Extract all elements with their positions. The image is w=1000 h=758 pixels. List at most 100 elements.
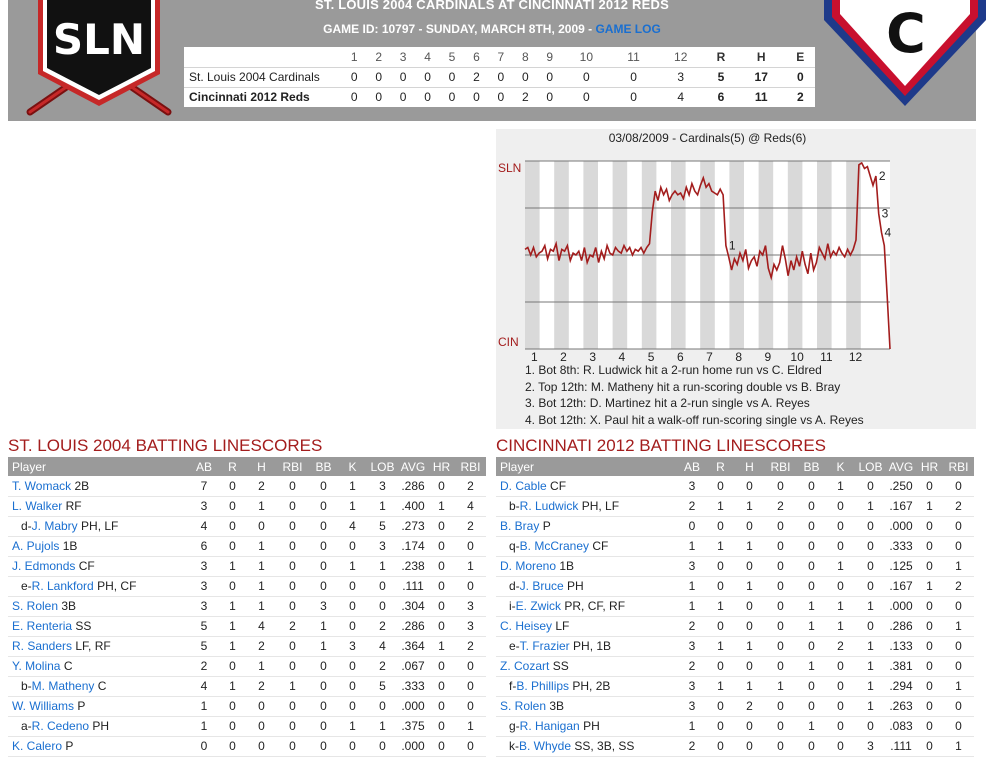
player-name-link[interactable]: R. Hanigan [519,719,580,733]
stat-cell: 1 [379,719,386,733]
player-position: 1B [559,559,575,573]
stat-cell: 1 [777,679,784,693]
player-name-link[interactable]: R. Lankford [31,579,94,593]
player-position: P [65,739,74,753]
stat-cell: 0 [229,519,236,533]
player-cell: B. Bray P [496,516,678,536]
stat-cell: 0 [379,699,386,713]
stat-cell: 2 [955,579,962,593]
player-name-link[interactable]: J. Bruce [519,579,564,593]
stat-cell: 3 [349,639,356,653]
inning-runs: 0 [448,70,456,84]
stat-cell: 2 [467,478,474,493]
stat-cell: .304 [401,599,425,613]
player-name-link[interactable]: M. Matheny [31,679,95,693]
inning-runs: 0 [546,70,554,84]
stat-cell: 2 [837,639,844,653]
stat-cell: 0 [926,659,933,673]
player-name-link[interactable]: J. Mabry [31,519,78,533]
player-name-link[interactable]: K. Calero [12,739,63,753]
batting-row: S. Rolen 3B 3 0 2 0 0 0 1 .263 0 0 [496,696,974,716]
player-name-link[interactable]: S. Rolen [12,599,59,613]
player-name-link[interactable]: T. Womack [12,478,72,493]
stat-cell: 1 [200,699,208,713]
player-position: LF, RF [75,639,111,653]
stat-cell: 0 [867,719,874,733]
stat-cell: 1 [349,478,356,493]
stat-cell: 0 [467,679,474,693]
player-name-link[interactable]: B. Bray [500,519,540,533]
stat-cell: 0 [808,639,815,653]
chart-notes: 1. Bot 8th: R. Ludwick hit a 2-run home … [525,362,864,428]
player-name-link[interactable]: E. Renteria [12,619,73,633]
player-position: CF [550,478,567,493]
stat-cell: 0 [955,659,962,673]
stat-cell: 3 [200,559,208,573]
inning-header: 7 [497,49,505,64]
player-name-link[interactable]: E. Zwick [515,599,562,613]
player-cell: D. Moreno 1B [496,556,678,576]
away-batting-header: Player AB R H RBI BB K LOB AVG HR RBI [8,457,486,476]
inning-runs: 0 [375,70,382,84]
stat-cell: 0 [320,478,327,493]
player-name-link[interactable]: T. Frazier [519,639,570,653]
player-name-link[interactable]: R. Ludwick [519,499,579,513]
player-name-link[interactable]: C. Heisey [500,619,553,633]
player-cell: k-B. Whyde SS, 3B, SS [496,736,678,756]
stat-cell: 1 [688,599,696,613]
stat-cell: 2 [467,639,474,653]
linescore-header-row: 1 2 3 4 5 6 7 8 9 10 11 12 R H E [184,47,815,67]
batting-row: i-E. Zwick PR, CF, RF 1 1 0 0 1 1 1 .000 0 0 [496,596,974,616]
batting-row: K. Calero P 0 0 0 0 0 0 0 .000 0 0 [8,736,486,756]
stat-cell: 0 [438,519,445,533]
batting-header-h: H [735,457,764,476]
stat-cell: 0 [777,519,784,533]
player-cell: Z. Cozart SS [496,656,678,676]
stat-cell: 1 [955,739,962,753]
player-position: 2B [74,478,90,493]
player-name-link[interactable]: B. Phillips [516,679,570,693]
inning-runs: 0 [497,70,505,84]
stat-cell: 4 [349,519,356,533]
stat-cell: 0 [229,499,236,513]
player-name-link[interactable]: B. McCraney [519,539,590,553]
stat-cell: 0 [289,639,296,653]
player-name-link[interactable]: A. Pujols [12,539,60,553]
player-name-link[interactable]: W. Williams [12,699,74,713]
event-marker: 4 [885,225,892,239]
stat-cell: 0 [229,719,236,733]
player-name-link[interactable]: R. Cedeno [31,719,90,733]
player-name-link[interactable]: D. Moreno [500,559,557,573]
stat-cell: 0 [746,659,753,673]
stat-cell: 3 [867,739,874,753]
player-name-link[interactable]: Z. Cozart [500,659,550,673]
player-position: SS [75,619,92,633]
stat-cell: 3 [688,699,696,713]
player-name-link[interactable]: B. Whyde [519,739,572,753]
stat-cell: 1 [258,539,265,553]
stat-cell: 3 [467,599,474,613]
player-name-link[interactable]: S. Rolen [500,699,547,713]
player-name-link[interactable]: R. Sanders [12,639,73,653]
game-log-link[interactable]: GAME LOG [595,22,661,36]
player-name-link[interactable]: J. Edmonds [12,559,76,573]
stat-cell: 1 [746,579,753,593]
home-batting-header: Player AB R H RBI BB K LOB AVG HR RBI [496,457,974,476]
x-tick-label: 6 [677,350,684,361]
batting-row: b-R. Ludwick PH, LF 2 1 1 2 0 0 1 .167 1 2 [496,496,974,516]
stat-cell: 0 [777,559,784,573]
stat-cell: 0 [717,699,724,713]
player-name-link[interactable]: D. Cable [500,478,547,493]
stat-cell: 1 [258,579,265,593]
batting-header-rbi: RBI [455,457,486,476]
player-position: 3B [61,599,77,613]
sub-marker: d- [21,519,32,533]
stat-cell: 1 [808,659,815,673]
player-cell: e-T. Frazier PH, 1B [496,636,678,656]
player-name-link[interactable]: Y. Molina [12,659,61,673]
inning-runs: 0 [521,70,529,84]
inning-runs: 0 [424,70,431,84]
stat-cell: 0 [808,499,815,513]
stat-cell: 1 [289,679,296,693]
player-name-link[interactable]: L. Walker [12,499,63,513]
